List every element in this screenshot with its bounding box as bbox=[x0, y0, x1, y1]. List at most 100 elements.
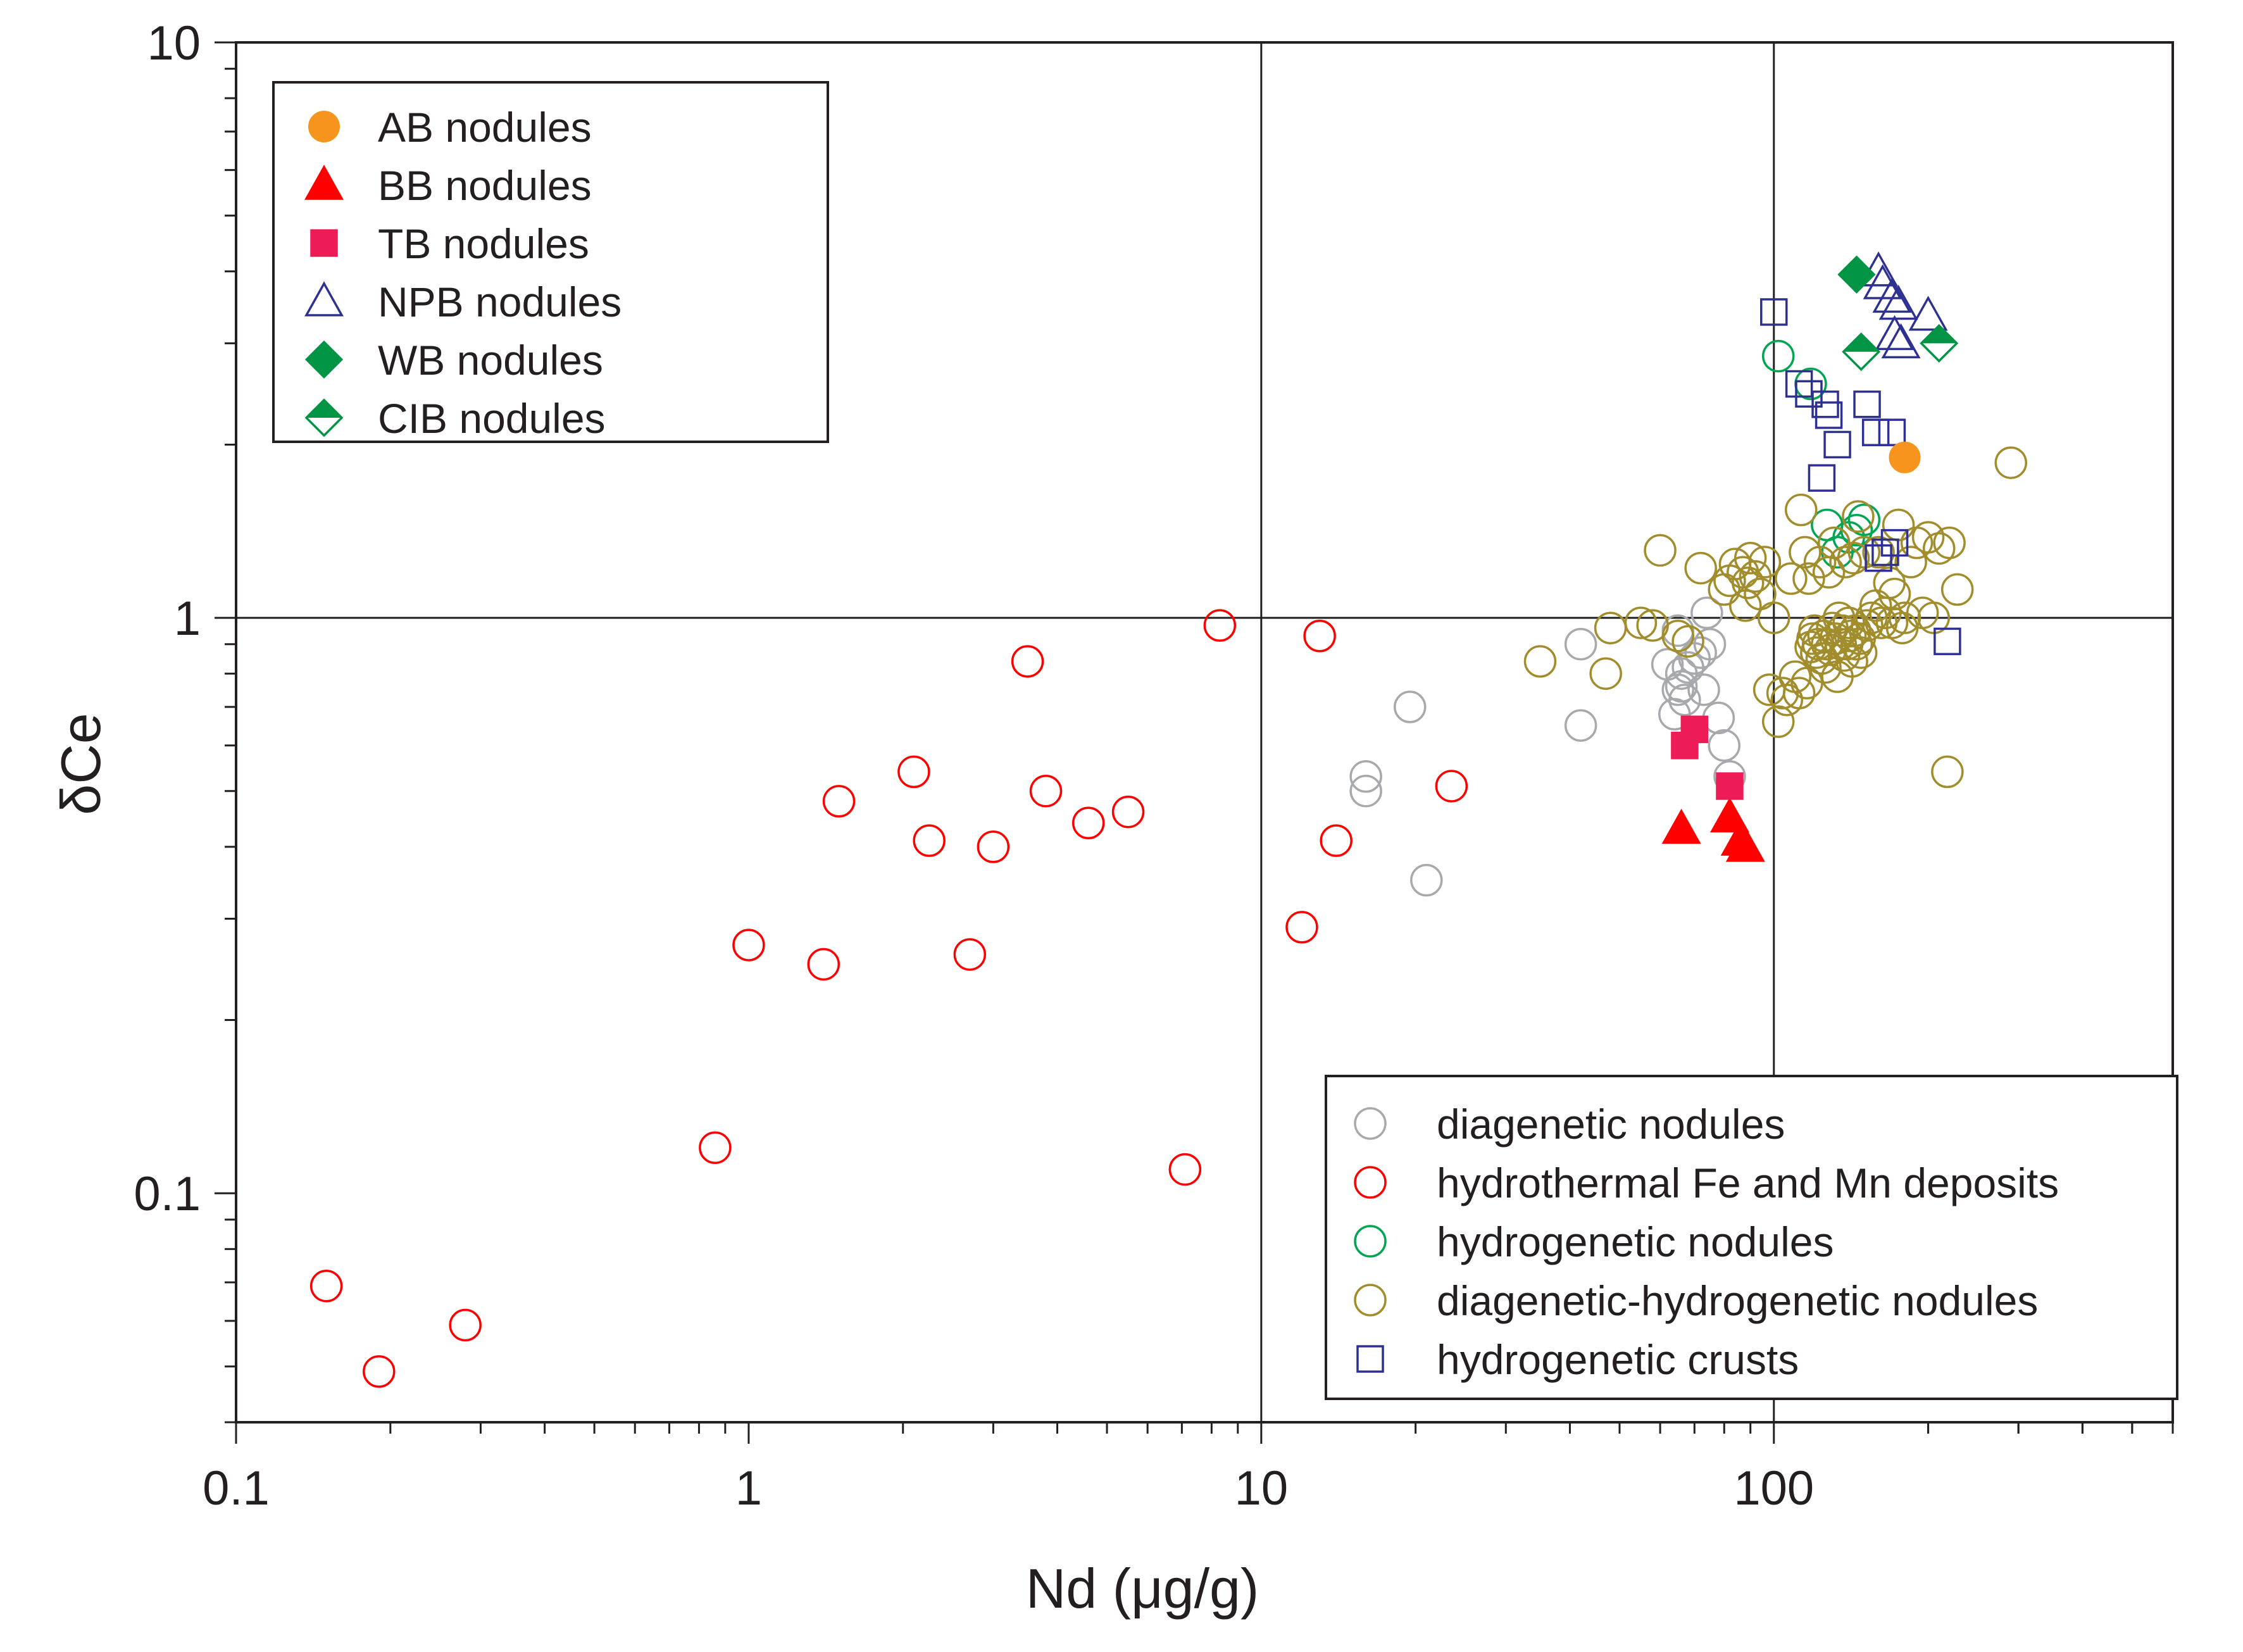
data-point bbox=[1844, 636, 1878, 669]
legend-marker bbox=[1356, 1345, 1384, 1373]
marker-outline bbox=[1920, 323, 1959, 363]
data-point bbox=[1784, 493, 1818, 527]
data-point bbox=[1684, 551, 1717, 585]
data-point bbox=[1734, 541, 1767, 575]
marker-fill-half bbox=[306, 400, 342, 418]
series-bb-nodules bbox=[1661, 797, 1765, 862]
data-point bbox=[1878, 577, 1911, 611]
data-point bbox=[1393, 691, 1427, 723]
data-point bbox=[1823, 430, 1851, 459]
data-point bbox=[1320, 824, 1353, 857]
data-point bbox=[1693, 627, 1727, 661]
data-point bbox=[699, 1131, 732, 1164]
series-hydrogenetic-crusts bbox=[1760, 298, 1961, 656]
data-point bbox=[1644, 534, 1677, 567]
data-point bbox=[807, 948, 840, 981]
plot-frame bbox=[235, 41, 2174, 1424]
y-tick-label: 0.1 bbox=[134, 1167, 201, 1221]
data-point bbox=[1665, 670, 1698, 703]
data-point bbox=[1808, 464, 1836, 492]
x-tick-label: 10 bbox=[1235, 1461, 1289, 1515]
data-point bbox=[309, 1269, 343, 1303]
data-point bbox=[1564, 709, 1597, 742]
data-point bbox=[1732, 566, 1765, 599]
data-point bbox=[1792, 562, 1825, 595]
data-point bbox=[1920, 323, 1959, 363]
legend-marker bbox=[1354, 1107, 1387, 1140]
data-point bbox=[1680, 715, 1709, 744]
data-point bbox=[1671, 625, 1704, 658]
data-point bbox=[1840, 627, 1873, 661]
data-point bbox=[1829, 546, 1862, 579]
y-tick-label: 10 bbox=[147, 16, 201, 70]
data-point bbox=[1758, 601, 1790, 634]
data-point bbox=[1168, 1153, 1202, 1186]
data-point bbox=[1872, 277, 1912, 313]
data-point bbox=[1716, 772, 1744, 800]
legend-marker bbox=[304, 398, 344, 437]
data-point bbox=[1766, 677, 1799, 710]
data-point bbox=[1589, 657, 1622, 690]
data-point bbox=[1011, 645, 1044, 678]
legend-label: NPB nodules bbox=[378, 278, 622, 325]
data-point bbox=[1690, 596, 1723, 630]
legend-label: diagenetic-hydrogenetic nodules bbox=[1437, 1277, 2038, 1324]
x-axis-label: Nd (μg/g) bbox=[1026, 1557, 1259, 1620]
data-point bbox=[1624, 606, 1658, 639]
data-point bbox=[1851, 609, 1884, 642]
series-ab-nodules bbox=[1889, 441, 1921, 473]
data-point bbox=[1775, 562, 1808, 595]
data-point bbox=[1029, 775, 1063, 808]
data-point bbox=[897, 755, 930, 789]
data-point bbox=[1564, 627, 1597, 661]
legend-label: CIB nodules bbox=[378, 395, 606, 442]
data-point bbox=[1888, 601, 1921, 634]
legend-marker bbox=[1354, 1225, 1387, 1258]
data-point bbox=[1435, 770, 1468, 803]
x-tick-label: 100 bbox=[1734, 1461, 1814, 1515]
data-point bbox=[1410, 863, 1443, 897]
data-point bbox=[1934, 627, 1961, 656]
y-tick-label: 1 bbox=[174, 592, 201, 646]
data-point bbox=[1661, 673, 1694, 706]
data-point bbox=[1842, 500, 1875, 533]
legend-reference: diagenetic nodules hydrothermal Fe and Mn… bbox=[1325, 1075, 2178, 1400]
legend-marker bbox=[308, 111, 340, 142]
legend-samples: AB nodules BB nodules TB nodules NPB nodule… bbox=[272, 81, 829, 443]
legend-label: hydrogenetic crusts bbox=[1437, 1336, 1799, 1383]
series-wb-nodules bbox=[1837, 255, 1876, 294]
legend-marker bbox=[1354, 1166, 1387, 1199]
series-hydrothermal-fe-and-mn-deposits bbox=[309, 609, 1468, 1388]
x-tick-label: 0.1 bbox=[203, 1461, 270, 1515]
data-point bbox=[1203, 609, 1237, 642]
legend-marker bbox=[304, 165, 344, 200]
data-point bbox=[1708, 729, 1741, 762]
data-point bbox=[1725, 827, 1765, 862]
legend-reference-box bbox=[1325, 1075, 2178, 1400]
data-point bbox=[732, 929, 765, 961]
legend-marker bbox=[310, 229, 338, 257]
data-point bbox=[1837, 255, 1876, 294]
legend-label: hydrogenetic nodules bbox=[1437, 1218, 1834, 1265]
legend-label: BB nodules bbox=[378, 162, 592, 209]
data-point bbox=[1785, 370, 1813, 398]
data-point bbox=[1847, 535, 1881, 569]
data-point bbox=[1795, 380, 1823, 408]
legend-label: AB nodules bbox=[378, 104, 592, 151]
data-point bbox=[1832, 606, 1865, 639]
data-point bbox=[1661, 808, 1701, 844]
data-markers bbox=[309, 251, 2028, 1388]
data-point bbox=[1862, 535, 1895, 569]
data-point bbox=[1761, 339, 1795, 373]
data-point bbox=[1875, 315, 1915, 351]
series-tb-nodules bbox=[1671, 715, 1744, 800]
data-point bbox=[1782, 677, 1816, 710]
data-point bbox=[1931, 755, 1964, 789]
data-point bbox=[1881, 323, 1921, 359]
data-point bbox=[1865, 544, 1892, 572]
data-point bbox=[1285, 911, 1318, 944]
data-point bbox=[1760, 298, 1788, 326]
data-point bbox=[1908, 296, 1948, 331]
data-point bbox=[1871, 538, 1899, 566]
